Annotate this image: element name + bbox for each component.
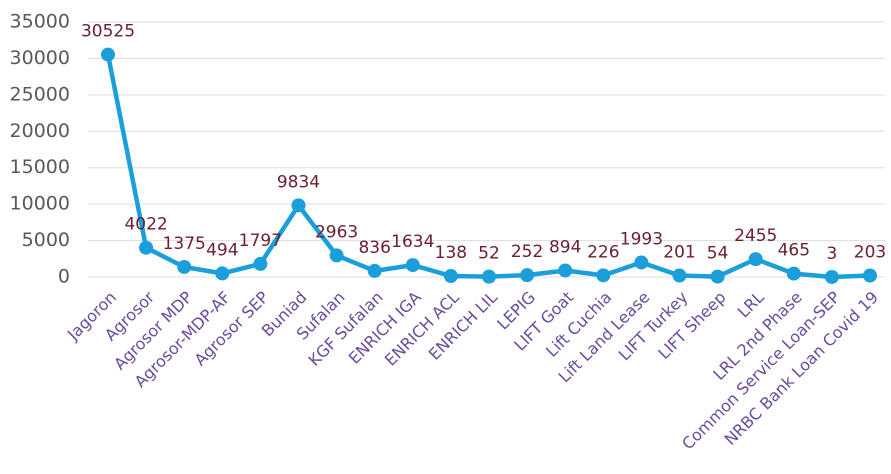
marker (139, 240, 154, 255)
marker (405, 258, 420, 273)
marker (634, 255, 649, 270)
data-label: 1375 (163, 234, 206, 254)
data-label: 1634 (391, 232, 434, 252)
y-tick-label: 25000 (10, 83, 70, 105)
marker (863, 268, 877, 283)
data-label: 1797 (239, 231, 282, 251)
data-label: 54 (707, 244, 729, 264)
data-label: 1993 (620, 229, 663, 249)
y-tick-label: 5000 (22, 229, 70, 251)
marker (748, 252, 763, 267)
marker (482, 269, 496, 284)
marker (824, 269, 839, 284)
marker (710, 269, 725, 284)
data-label: 4022 (124, 215, 167, 235)
marker (558, 263, 573, 278)
y-tick-label: 15000 (10, 156, 70, 178)
marker (596, 268, 611, 283)
y-tick-label: 0 (58, 266, 70, 288)
y-tick-label: 20000 (10, 120, 70, 142)
data-label: 2455 (734, 226, 777, 246)
data-label: 836 (358, 238, 390, 258)
data-label: 3 (826, 244, 837, 264)
data-label: 9834 (277, 172, 320, 192)
marker (786, 266, 801, 281)
data-label: 465 (778, 241, 810, 261)
marker (329, 248, 344, 263)
y-tick-label: 10000 (10, 193, 70, 215)
data-label: 252 (511, 242, 543, 262)
data-label: 30525 (81, 22, 135, 42)
marker (672, 268, 687, 283)
data-label: 894 (549, 237, 581, 257)
marker (520, 268, 535, 283)
y-tick-label: 30000 (10, 47, 70, 69)
data-label: 2963 (315, 222, 358, 242)
data-label: 203 (854, 243, 886, 263)
data-label: 494 (206, 240, 238, 260)
marker (367, 263, 382, 278)
y-tick-label: 35000 (10, 11, 70, 33)
data-label: 52 (478, 244, 500, 264)
marker (215, 266, 230, 281)
data-label: 138 (435, 243, 467, 263)
marker (177, 259, 192, 274)
marker (101, 47, 115, 62)
data-label: 201 (663, 243, 695, 263)
data-label: 226 (587, 242, 619, 262)
marker (291, 198, 306, 213)
marker (253, 256, 268, 271)
marker (443, 268, 458, 283)
